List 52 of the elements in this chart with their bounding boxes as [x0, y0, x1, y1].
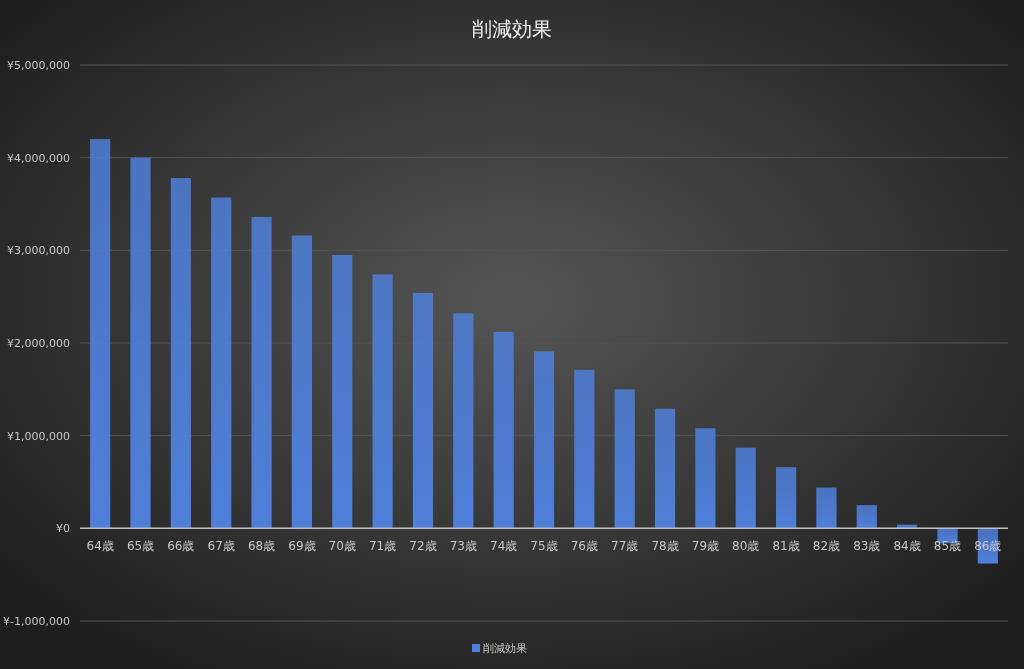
x-tick-label: 72歳	[409, 539, 437, 554]
bar	[776, 467, 797, 529]
x-tick-label: 76歳	[570, 539, 598, 554]
bar	[291, 235, 312, 529]
y-tick-label: ¥2,000,000	[7, 337, 70, 350]
bar	[735, 447, 756, 529]
y-tick-label: ¥-1,000,000	[3, 615, 70, 628]
bar	[170, 178, 191, 529]
x-tick-label: 65歳	[126, 539, 155, 554]
y-tick-label: ¥0	[56, 522, 70, 536]
bar	[332, 254, 353, 529]
bar	[493, 331, 514, 529]
bar	[654, 408, 676, 529]
bar	[211, 197, 232, 529]
bar	[614, 389, 635, 529]
y-tick-label: ¥1,000,000	[7, 429, 70, 443]
y-tick-label: ¥3,000,000	[7, 244, 70, 258]
bar	[372, 274, 393, 529]
bar	[574, 369, 595, 529]
y-tick-label: ¥5,000,000	[7, 59, 70, 72]
x-tick-label: 66歳	[167, 539, 195, 554]
x-tick-label: 73歳	[449, 539, 477, 554]
bar	[453, 313, 474, 529]
y-tick-label: ¥4,000,000	[7, 151, 70, 165]
x-tick-label: 79歳	[691, 539, 720, 554]
x-tick-label: 84歳	[893, 539, 921, 554]
x-tick-label: 81歳	[772, 539, 800, 554]
x-tick-label: 75歳	[530, 539, 558, 554]
bar	[412, 292, 434, 529]
x-tick-label: 77歳	[611, 539, 639, 554]
x-tick-label: 68歳	[247, 539, 276, 554]
x-tick-label: 82歳	[812, 539, 841, 554]
x-tick-label: 80歳	[732, 539, 760, 554]
bar	[816, 487, 837, 529]
x-tick-label: 85歳	[933, 539, 962, 554]
x-tick-label: 64歳	[86, 539, 114, 554]
x-tick-label: 67歳	[207, 539, 235, 554]
chart-title: 削減効果	[472, 17, 552, 41]
x-tick-label: 69歳	[288, 539, 316, 554]
x-tick-label: 74歳	[490, 539, 518, 554]
bar	[90, 139, 111, 529]
bar	[130, 157, 151, 529]
bar	[695, 428, 716, 529]
legend: 削減効果	[472, 642, 527, 655]
legend-label: 削減効果	[483, 642, 527, 655]
x-tick-label: 70歳	[328, 539, 356, 554]
x-tick-label: 78歳	[651, 539, 679, 554]
bar	[251, 216, 272, 529]
x-tick-label: 83歳	[853, 539, 881, 554]
bar	[856, 505, 877, 529]
x-tick-label: 71歳	[368, 539, 397, 554]
bar	[533, 351, 555, 529]
